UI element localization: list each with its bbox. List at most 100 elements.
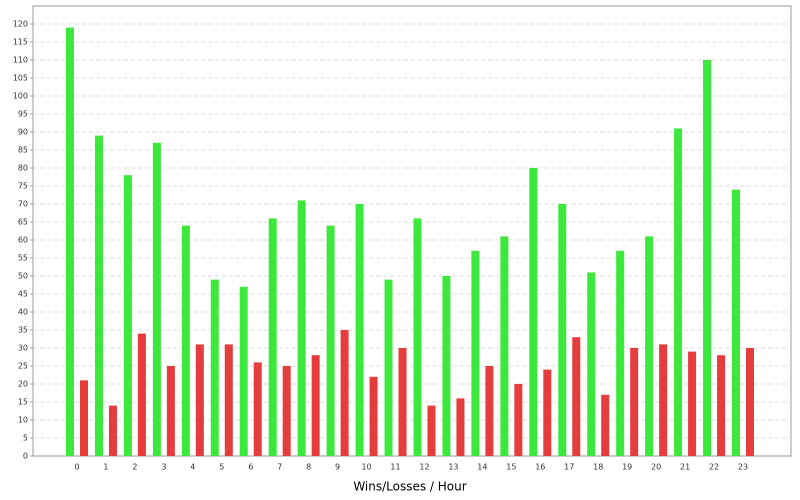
bar [195,344,204,456]
x-tick-label: 19 [622,463,632,472]
x-tick-label: 4 [190,463,195,472]
bar [268,218,277,456]
x-tick-label: 18 [593,463,603,472]
bar [558,204,567,456]
x-tick-label: 21 [680,463,690,472]
x-tick-label: 13 [448,463,458,472]
x-tick-label: 3 [161,463,166,472]
y-tick-label: 45 [18,290,28,299]
bar [674,128,683,456]
y-tick-label: 85 [18,146,28,155]
bar [181,225,190,456]
x-tick-label: 12 [419,463,429,472]
bar [645,236,654,456]
bar [94,135,103,456]
bar [340,330,349,456]
x-tick-label: 16 [535,463,545,472]
bar [108,405,117,456]
x-tick-label: 15 [506,463,516,472]
y-tick-label: 65 [18,218,28,227]
bar [369,376,378,456]
bar [456,398,465,456]
bar [500,236,509,456]
x-tick-label: 2 [132,463,137,472]
y-tick-label: 20 [18,380,28,389]
y-tick-label: 110 [13,56,28,65]
x-tick-label: 23 [738,463,748,472]
x-tick-label: 1 [103,463,108,472]
bar [355,204,364,456]
y-tick-label: 120 [13,20,28,29]
y-tick-label: 25 [18,362,28,371]
bar [616,250,625,456]
y-tick-label: 50 [18,272,28,281]
bar [543,369,552,456]
x-tick-label: 10 [361,463,371,472]
y-tick-label: 35 [18,326,28,335]
bar [253,362,262,456]
bar [703,60,712,456]
bar [311,355,320,456]
y-tick-label: 55 [18,254,28,263]
bar [587,272,596,456]
bar [630,348,639,456]
bar [471,250,480,456]
y-tick-label: 80 [18,164,28,173]
x-tick-label: 14 [477,463,487,472]
y-tick-label: 105 [13,74,28,83]
y-tick-label: 75 [18,182,28,191]
bar [166,366,175,456]
x-axis-label: Wins/Losses / Hour [353,480,466,494]
bar [326,225,335,456]
x-tick-label: 22 [709,463,719,472]
bar [297,200,306,456]
bar [529,168,538,456]
bar [123,175,132,456]
bar [514,384,523,456]
y-tick-label: 0 [23,452,28,461]
bar [239,286,248,456]
bar [732,189,740,456]
bar [80,380,88,456]
y-tick-label: 90 [18,128,28,137]
y-tick-label: 15 [18,398,28,407]
bar [210,279,219,456]
bar [413,218,422,456]
bar [746,348,754,456]
x-tick-label: 5 [219,463,224,472]
x-tick-label: 0 [74,463,79,472]
y-tick-label: 30 [18,344,28,353]
bar [398,348,407,456]
bar [427,405,436,456]
bar [152,142,161,457]
x-tick-label: 17 [564,463,574,472]
x-tick-label: 11 [390,463,400,472]
bar [659,344,668,456]
x-tick-label: 7 [277,463,282,472]
bar [717,355,726,456]
bar [137,333,146,456]
y-tick-label: 5 [23,434,28,443]
bar [384,279,393,456]
y-tick-label: 115 [13,38,28,47]
x-tick-label: 9 [335,463,340,472]
y-tick-label: 100 [13,92,28,101]
y-tick-label: 10 [18,416,28,425]
bar [442,276,451,456]
bar [572,337,581,456]
x-tick-label: 20 [651,463,661,472]
x-tick-label: 8 [306,463,311,472]
bar [601,394,610,456]
y-tick-label: 95 [18,110,28,119]
y-tick-label: 60 [18,236,28,245]
bar [66,27,74,456]
y-tick-label: 70 [18,200,28,209]
y-tick-label: 40 [18,308,28,317]
bar [485,366,494,456]
x-tick-label: 6 [248,463,253,472]
bar [282,366,291,456]
bar [224,344,233,456]
bar [688,351,697,456]
